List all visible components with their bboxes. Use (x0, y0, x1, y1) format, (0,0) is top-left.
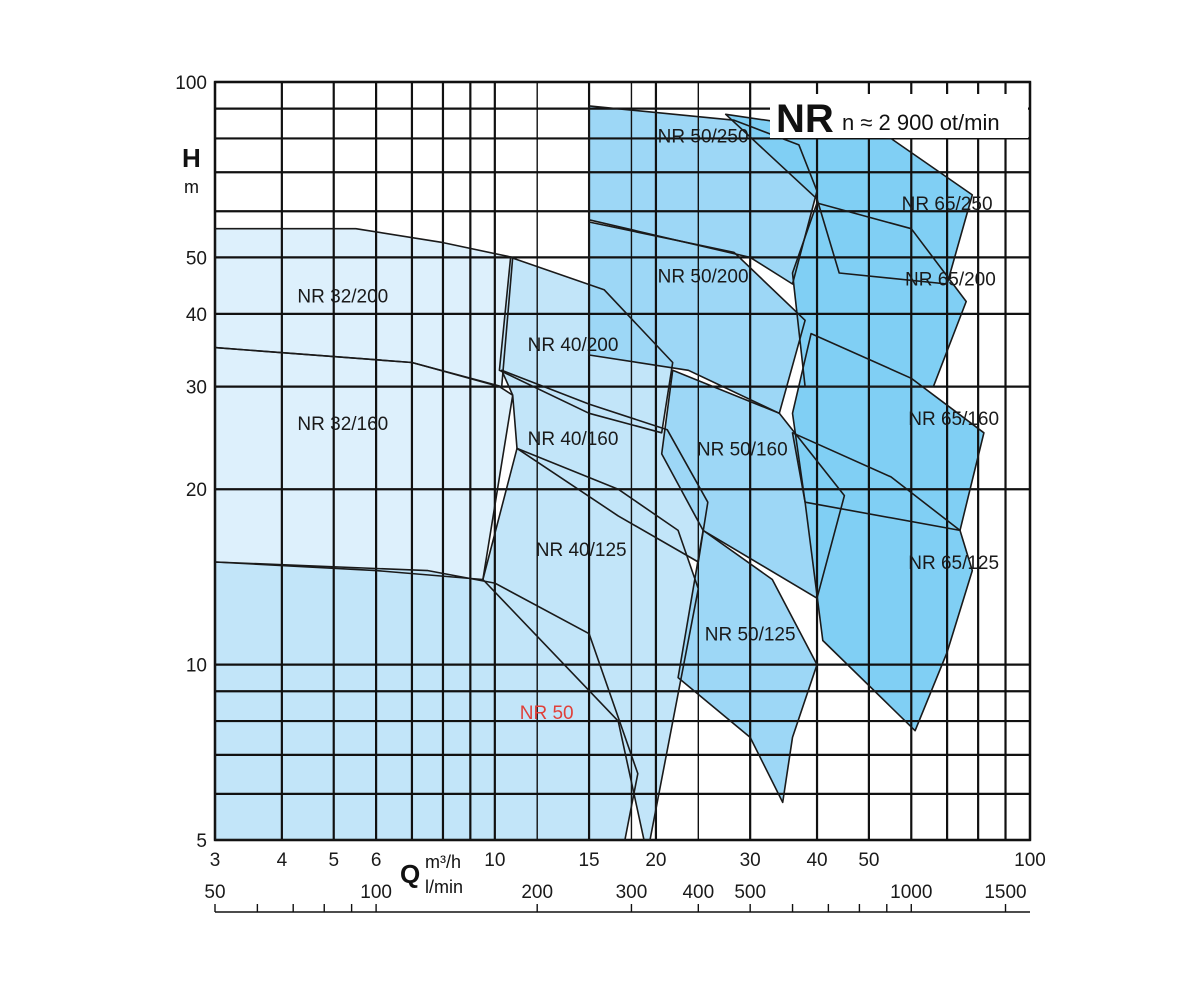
x-axis-label: Q (400, 859, 420, 889)
curve-nr-40-200 (498, 256, 674, 434)
label-nr-50-160: NR 50/160 (697, 439, 788, 460)
x-tick-m3h-15: 15 (578, 850, 599, 871)
labels-layer: NR 65/250 NR 65/200 NR 65/160 NR 65/125 NR 5… (297, 126, 999, 723)
label-nr-65-200: NR 65/200 (905, 269, 996, 290)
x-tick-lmin-200: 200 (521, 882, 553, 903)
region-nr-50-250 (589, 105, 817, 285)
x-tick-lmin-50: 50 (204, 882, 225, 903)
x-tick-lmin-400: 400 (682, 882, 714, 903)
x-tick-m3h-10: 10 (484, 850, 505, 871)
label-nr-50-200: NR 50/200 (658, 267, 749, 288)
label-nr-65-160: NR 65/160 (908, 409, 999, 430)
x-tick-m3h-4: 4 (277, 850, 288, 871)
label-nr-32-160: NR 32/160 (297, 414, 388, 435)
y-tick-10: 10 (186, 656, 207, 677)
label-nr-65-125: NR 65/125 (908, 553, 999, 574)
curve-nr-40-125 (482, 447, 700, 840)
label-nr-40-125: NR 40/125 (536, 540, 627, 561)
label-nr-65-250: NR 65/250 (902, 194, 993, 215)
x-tick-m3h-100: 100 (1014, 850, 1046, 871)
x-tick-lmin-500: 500 (734, 882, 766, 903)
y-axis-unit: m (184, 177, 199, 197)
region-nr-32-200 (215, 228, 513, 387)
curve-nr-65-125 (791, 431, 974, 732)
curve-nr-50-125 (677, 529, 818, 804)
y-tick-50: 50 (186, 248, 207, 269)
y-tick-100: 100 (175, 73, 207, 94)
region-nr-32-160 (215, 347, 513, 580)
label-nr-40-200: NR 40/200 (528, 335, 619, 356)
ticks-layer: 5 10 20 30 40 50 100 3 4 5 6 10 15 20 30 40 50 100 50 100 20… (175, 73, 1046, 913)
x-tick-lmin-100: 100 (360, 882, 392, 903)
curve-nr-65-200 (791, 202, 968, 388)
y-tick-30: 30 (186, 378, 207, 399)
x-tick-lmin-300: 300 (616, 882, 648, 903)
x-tick-m3h-6: 6 (371, 850, 382, 871)
chart-subtitle: n ≈ 2 900 ot/min (842, 110, 1000, 135)
x-tick-lmin-1000: 1000 (890, 882, 932, 903)
y-tick-20: 20 (186, 480, 207, 501)
x-tick-m3h-5: 5 (328, 850, 339, 871)
region-nr-50-160 (661, 370, 845, 599)
label-nr-50: NR 50 (520, 703, 574, 724)
x-tick-m3h-40: 40 (806, 850, 827, 871)
y-tick-40: 40 (186, 305, 207, 326)
x-tick-m3h-3: 3 (210, 850, 221, 871)
label-nr-32-200: NR 32/200 (297, 287, 388, 308)
region-nr-65-200 (792, 203, 967, 387)
curve-nr-50 (215, 561, 639, 840)
y-axis-label: H (182, 143, 201, 173)
curve-nr-65-250 (724, 113, 974, 285)
title-box (770, 94, 1028, 138)
outline-layer (215, 105, 985, 840)
label-nr-40-160: NR 40/160 (528, 429, 619, 450)
x-tick-lmin-1500: 1500 (984, 882, 1026, 903)
region-nr-50-125 (678, 530, 817, 803)
y-tick-5: 5 (196, 831, 207, 852)
x-tick-m3h-50: 50 (858, 850, 879, 871)
label-nr-50-125: NR 50/125 (705, 625, 796, 646)
region-nr-65-125 (792, 432, 973, 731)
x-tick-m3h-30: 30 (740, 850, 761, 871)
chart-title: NR (776, 97, 834, 141)
x-axis-unit-primary: m³/h (425, 852, 461, 872)
x-axis-unit-secondary: l/min (425, 877, 463, 897)
x-tick-m3h-20: 20 (645, 850, 666, 871)
label-nr-50-250: NR 50/250 (658, 126, 749, 147)
